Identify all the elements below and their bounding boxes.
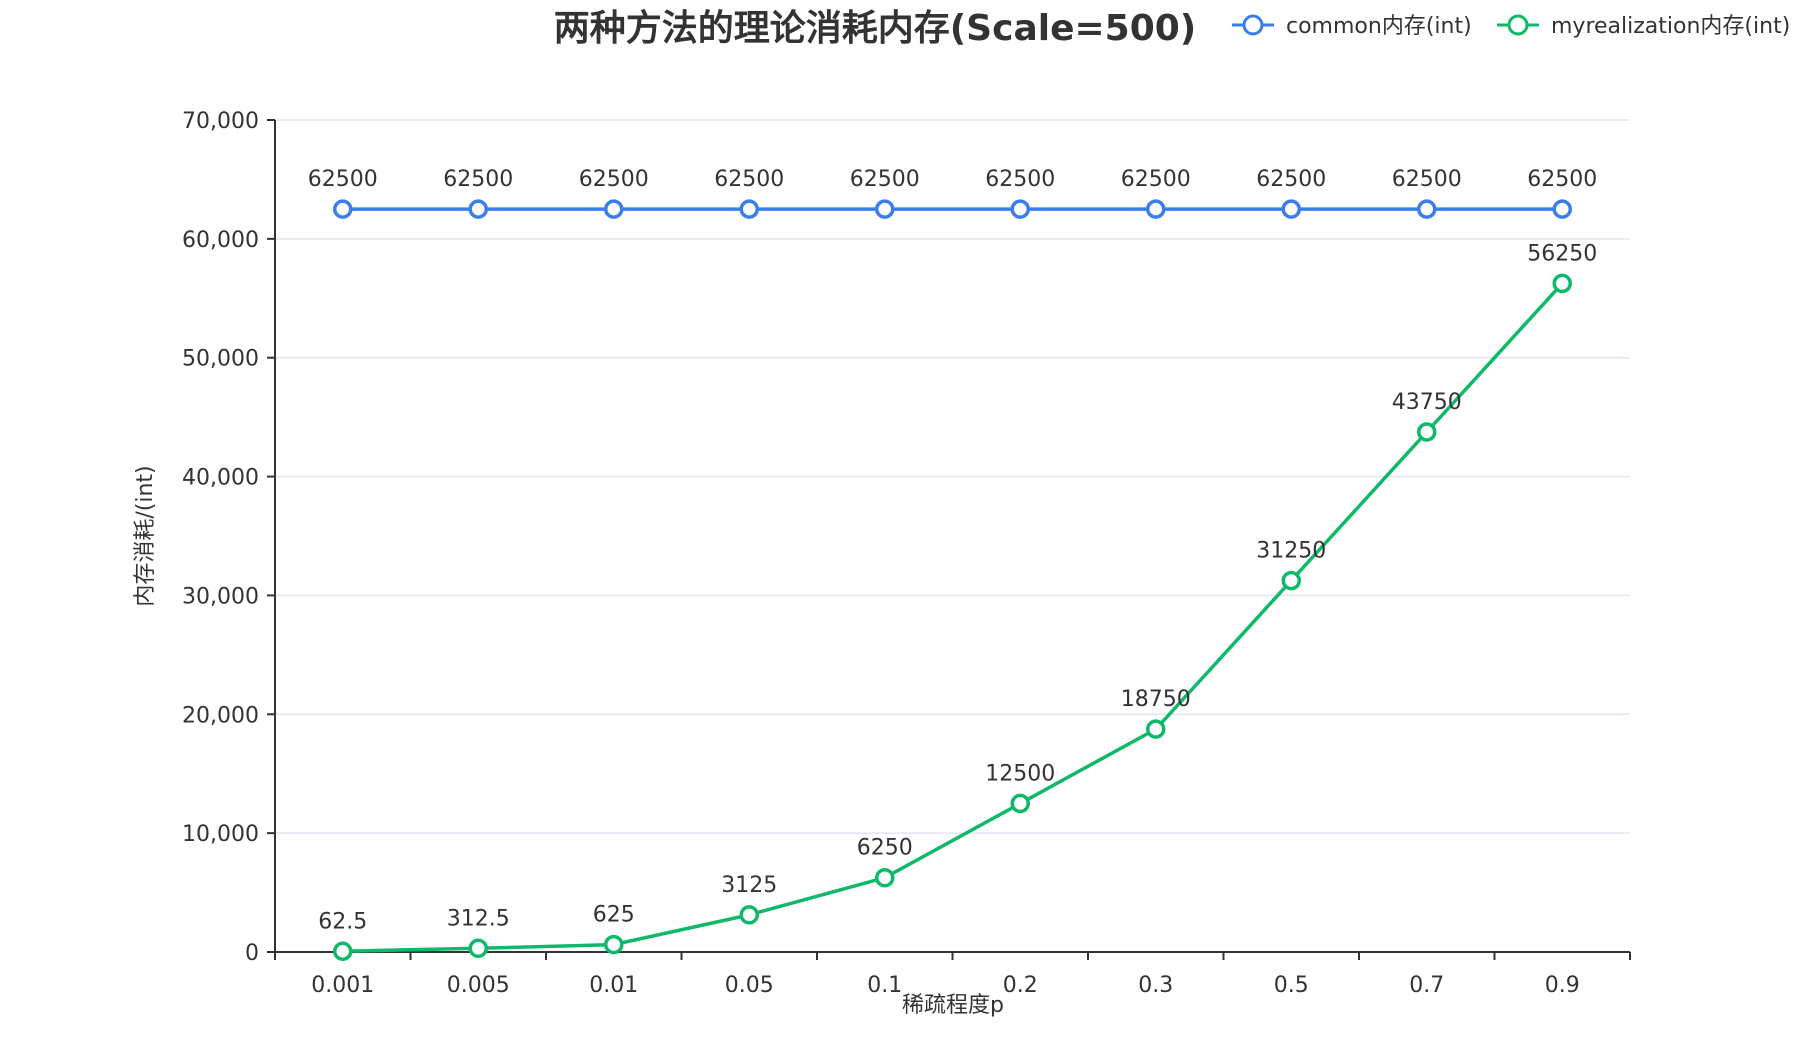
data-point[interactable] bbox=[606, 201, 622, 217]
data-label: 43750 bbox=[1392, 390, 1462, 415]
y-tick-label: 10,000 bbox=[182, 822, 259, 847]
data-point[interactable] bbox=[1283, 201, 1299, 217]
data-point[interactable] bbox=[335, 201, 351, 217]
data-label: 6250 bbox=[857, 836, 913, 861]
series-layer: 62500 62500 62500 62500 62500 62500 62500 62500… bbox=[308, 167, 1598, 959]
data-label: 62500 bbox=[850, 167, 920, 192]
x-tick-label: 0.2 bbox=[1003, 973, 1038, 998]
data-label: 31250 bbox=[1256, 539, 1326, 564]
y-axis-ticks: 0 10,000 20,000 30,000 40,000 50,000 60,000 70,… bbox=[182, 109, 275, 966]
data-point[interactable] bbox=[335, 943, 351, 959]
data-label: 62500 bbox=[308, 167, 378, 192]
chart-title: 两种方法的理论消耗内存(Scale=500) bbox=[554, 8, 1197, 49]
grid-lines bbox=[275, 120, 1630, 833]
data-label: 62500 bbox=[579, 167, 649, 192]
x-axis-ticks: 0.001 0.005 0.01 0.05 0.1 0.2 0.3 0.5 0.7 0.9 bbox=[275, 952, 1630, 998]
data-label: 3125 bbox=[721, 873, 777, 898]
data-point[interactable] bbox=[741, 201, 757, 217]
legend-marker-common bbox=[1244, 16, 1262, 34]
y-tick-label: 0 bbox=[245, 941, 259, 966]
x-tick-label: 0.3 bbox=[1138, 973, 1173, 998]
x-tick-label: 0.1 bbox=[867, 973, 902, 998]
y-tick-label: 40,000 bbox=[182, 466, 259, 491]
data-label: 56250 bbox=[1527, 241, 1597, 266]
legend-marker-myrealization bbox=[1509, 16, 1527, 34]
legend: common内存(int) myrealization内存(int) bbox=[1232, 14, 1790, 39]
x-axis-title: 稀疏程度p bbox=[902, 993, 1004, 1018]
data-point[interactable] bbox=[877, 870, 893, 886]
data-point[interactable] bbox=[606, 937, 622, 953]
data-point[interactable] bbox=[741, 907, 757, 923]
data-label: 62500 bbox=[714, 167, 784, 192]
legend-label-common: common内存(int) bbox=[1286, 14, 1472, 39]
data-point[interactable] bbox=[877, 201, 893, 217]
data-point[interactable] bbox=[1554, 201, 1570, 217]
data-point[interactable] bbox=[1148, 201, 1164, 217]
data-point[interactable] bbox=[1554, 275, 1570, 291]
x-tick-label: 0.9 bbox=[1545, 973, 1580, 998]
y-tick-label: 70,000 bbox=[182, 109, 259, 134]
data-label: 312.5 bbox=[447, 906, 510, 931]
legend-item-common[interactable]: common内存(int) bbox=[1232, 14, 1472, 39]
legend-item-myrealization[interactable]: myrealization内存(int) bbox=[1497, 14, 1790, 39]
data-point[interactable] bbox=[1419, 424, 1435, 440]
data-label: 62500 bbox=[1527, 167, 1597, 192]
data-point[interactable] bbox=[470, 201, 486, 217]
y-tick-label: 60,000 bbox=[182, 228, 259, 253]
data-point[interactable] bbox=[1012, 795, 1028, 811]
data-label: 12500 bbox=[985, 761, 1055, 786]
y-tick-label: 30,000 bbox=[182, 584, 259, 609]
x-tick-label: 0.005 bbox=[447, 973, 510, 998]
y-axis-title: 内存消耗/(int) bbox=[133, 465, 158, 606]
series-myrealization: 62.5 312.5 625 3125 6250 12500 18750 31250 43750… bbox=[318, 241, 1597, 959]
x-tick-label: 0.001 bbox=[311, 973, 374, 998]
data-label: 62500 bbox=[443, 167, 513, 192]
y-tick-label: 20,000 bbox=[182, 703, 259, 728]
data-point[interactable] bbox=[1419, 201, 1435, 217]
data-label: 62.5 bbox=[318, 909, 367, 934]
data-label: 18750 bbox=[1121, 687, 1191, 712]
data-point[interactable] bbox=[1148, 721, 1164, 737]
series-line-myrealization bbox=[343, 283, 1563, 951]
x-tick-label: 0.7 bbox=[1409, 973, 1444, 998]
data-point[interactable] bbox=[1012, 201, 1028, 217]
legend-label-myrealization: myrealization内存(int) bbox=[1551, 14, 1790, 39]
x-tick-label: 0.05 bbox=[725, 973, 774, 998]
data-point[interactable] bbox=[1283, 573, 1299, 589]
x-tick-label: 0.5 bbox=[1274, 973, 1309, 998]
series-common: 62500 62500 62500 62500 62500 62500 62500 62500… bbox=[308, 167, 1598, 217]
data-label: 62500 bbox=[1256, 167, 1326, 192]
x-tick-label: 0.01 bbox=[589, 973, 638, 998]
data-label: 62500 bbox=[985, 167, 1055, 192]
data-label: 62500 bbox=[1392, 167, 1462, 192]
data-label: 62500 bbox=[1121, 167, 1191, 192]
data-label: 625 bbox=[593, 903, 635, 928]
y-tick-label: 50,000 bbox=[182, 347, 259, 372]
data-point[interactable] bbox=[470, 940, 486, 956]
